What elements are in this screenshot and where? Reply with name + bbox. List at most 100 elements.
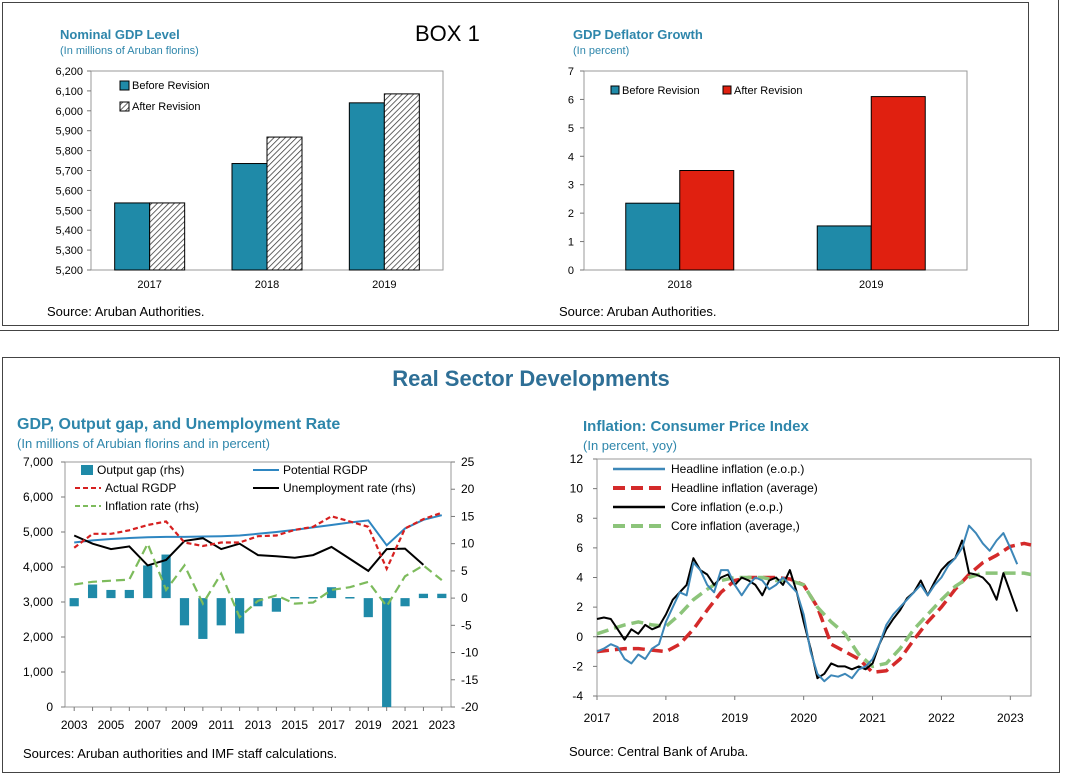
- output-gap-bar: [124, 589, 134, 599]
- legend-label: Unemployment rate (rhs): [283, 481, 416, 495]
- chart4-title: Inflation: Consumer Price Index: [583, 418, 809, 435]
- bar: [149, 202, 186, 271]
- y-tick-label-right: -10: [461, 646, 479, 660]
- x-tick-label: 2003: [61, 718, 88, 732]
- output-gap-bar: [326, 587, 337, 599]
- output-gap-bar: [437, 593, 447, 599]
- section-title: Real Sector Developments: [392, 366, 670, 391]
- y-tick-label-left: 6,000: [23, 490, 53, 504]
- x-tick-label: 2007: [134, 718, 161, 732]
- y-tick-label: 5,300: [55, 245, 83, 257]
- y-tick-label: 4: [576, 571, 583, 585]
- bar: [383, 93, 420, 271]
- legend-label: Output gap (rhs): [97, 463, 184, 477]
- x-tick-label: 2019: [859, 279, 883, 291]
- legend-swatch: [722, 85, 732, 95]
- chart3-title: GDP, Output gap, and Unemployment Rate: [17, 416, 341, 433]
- series-line: [596, 571, 1032, 669]
- legend-label: Headline inflation (e.o.p.): [671, 462, 804, 476]
- y-tick-label: 6,200: [55, 66, 83, 78]
- y-tick-label-left: 1,000: [23, 665, 53, 679]
- chart2-subtitle: (In percent): [573, 45, 630, 57]
- chart1-title: Nominal GDP Level: [60, 27, 180, 42]
- y-tick-label-right: -15: [461, 673, 479, 687]
- legend-swatch: [119, 101, 130, 112]
- chart3-source: Sources: Aruban authorities and IMF staf…: [23, 746, 338, 761]
- x-tick-label: 2017: [137, 279, 161, 291]
- top-box-frame: [0, 0, 1059, 331]
- legend-label: Before Revision: [622, 85, 700, 97]
- x-tick-label: 2018: [255, 279, 279, 291]
- bar: [625, 202, 681, 271]
- y-tick-label-right: 15: [461, 509, 475, 523]
- output-gap-bar: [87, 584, 98, 599]
- x-tick-label: 2019: [355, 718, 382, 732]
- legend-swatch: [610, 85, 620, 95]
- chart2-source: Source: Aruban Authorities.: [559, 304, 717, 319]
- y-tick-label: 0: [576, 630, 583, 644]
- y-tick-label: 2: [568, 208, 574, 220]
- chart3-subtitle: (In millions of Arubian florins and in p…: [17, 436, 270, 451]
- nominal-gdp-chart: 5,200 5,300 5,400 5,500 5,600 5,700 5,800 5,900…: [55, 66, 444, 291]
- y-tick-label: 5,700: [55, 166, 83, 178]
- series-line: [73, 511, 443, 572]
- y-tick-label: 2: [576, 600, 583, 614]
- x-tick-label: 2013: [245, 718, 272, 732]
- y-tick-label: 5,400: [55, 225, 83, 237]
- y-tick-label-right: -5: [461, 618, 472, 632]
- output-gap-bar: [363, 598, 373, 618]
- bar: [114, 202, 151, 271]
- x-tick-label: 2005: [98, 718, 125, 732]
- y-tick-label-left: 3,000: [23, 595, 53, 609]
- x-tick-label: 2019: [372, 279, 396, 291]
- y-tick-label-right: 10: [461, 537, 475, 551]
- output-gap-bar: [290, 597, 300, 599]
- legend-label: Inflation rate (rhs): [105, 499, 199, 513]
- x-tick-label: 2018: [653, 711, 680, 725]
- output-gap-bar: [345, 597, 355, 599]
- chart4-source: Source: Central Bank of Aruba.: [569, 744, 749, 759]
- legend-label: Actual RGDP: [105, 481, 176, 495]
- legend-swatch: [119, 80, 130, 91]
- legend-label: After Revision: [734, 85, 802, 97]
- series-line: [74, 541, 443, 620]
- plot-area: [596, 458, 1032, 697]
- bar: [870, 96, 926, 271]
- x-tick-label: 2011: [208, 718, 234, 732]
- y-tick-label: 3: [568, 180, 574, 192]
- bar: [348, 102, 385, 271]
- x-tick-label: 2023: [997, 711, 1024, 725]
- series-line: [596, 524, 1019, 683]
- y-tick-label: 5,800: [55, 146, 83, 158]
- output-gap-bar: [418, 593, 429, 599]
- x-tick-label: 2023: [428, 718, 455, 732]
- output-gap-bar: [400, 598, 410, 607]
- output-gap-bar: [69, 598, 79, 607]
- x-tick-label: 2020: [790, 711, 817, 725]
- y-tick-label: 6: [576, 541, 583, 555]
- bottom-box: Real Sector Developments GDP, Output gap…: [2, 357, 1060, 773]
- box-label: BOX 1: [415, 21, 480, 46]
- y-tick-label: -4: [572, 689, 583, 703]
- y-tick-label: 12: [570, 452, 584, 466]
- y-tick-label-left: 5,000: [23, 525, 53, 539]
- cpi-inflation-chart: -4 -2 0 2 4 6 8 10 12 2017 2018 2019 2020 2021 2022 202…: [570, 452, 1032, 725]
- x-tick-label: 2021: [859, 711, 886, 725]
- y-tick-label: 1: [568, 237, 574, 249]
- y-tick-label: 5,500: [55, 205, 83, 217]
- y-tick-label: 5: [568, 123, 574, 135]
- output-gap-bar: [198, 598, 208, 639]
- x-tick-label: 2018: [668, 279, 692, 291]
- chart2-title: GDP Deflator Growth: [573, 27, 703, 42]
- legend-label: Headline inflation (average): [671, 481, 818, 495]
- output-gap-bar: [161, 554, 171, 599]
- legend-label: Core inflation (e.o.p.): [671, 500, 783, 514]
- bar: [266, 136, 303, 271]
- chart4-subtitle: (In percent, yoy): [583, 438, 677, 453]
- y-tick-label: -2: [572, 659, 583, 673]
- chart1-subtitle: (In millions of Aruban florins): [60, 45, 199, 57]
- chart1-source: Source: Aruban Authorities.: [47, 304, 205, 319]
- output-gap-bar: [271, 598, 281, 612]
- y-tick-label: 5,600: [55, 185, 83, 197]
- bar: [679, 170, 735, 271]
